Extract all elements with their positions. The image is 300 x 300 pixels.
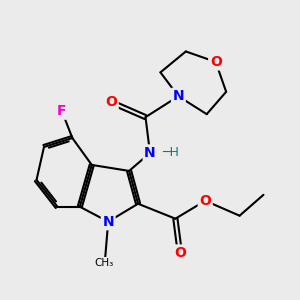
- Text: N: N: [172, 89, 184, 103]
- Text: O: O: [174, 246, 186, 260]
- Text: ─H: ─H: [163, 146, 179, 160]
- Text: CH₃: CH₃: [94, 257, 113, 268]
- Text: N: N: [102, 215, 114, 229]
- Text: N: N: [144, 146, 156, 160]
- Text: O: O: [210, 55, 222, 69]
- Text: O: O: [105, 95, 117, 109]
- Text: O: O: [199, 194, 211, 208]
- Text: F: F: [57, 104, 67, 118]
